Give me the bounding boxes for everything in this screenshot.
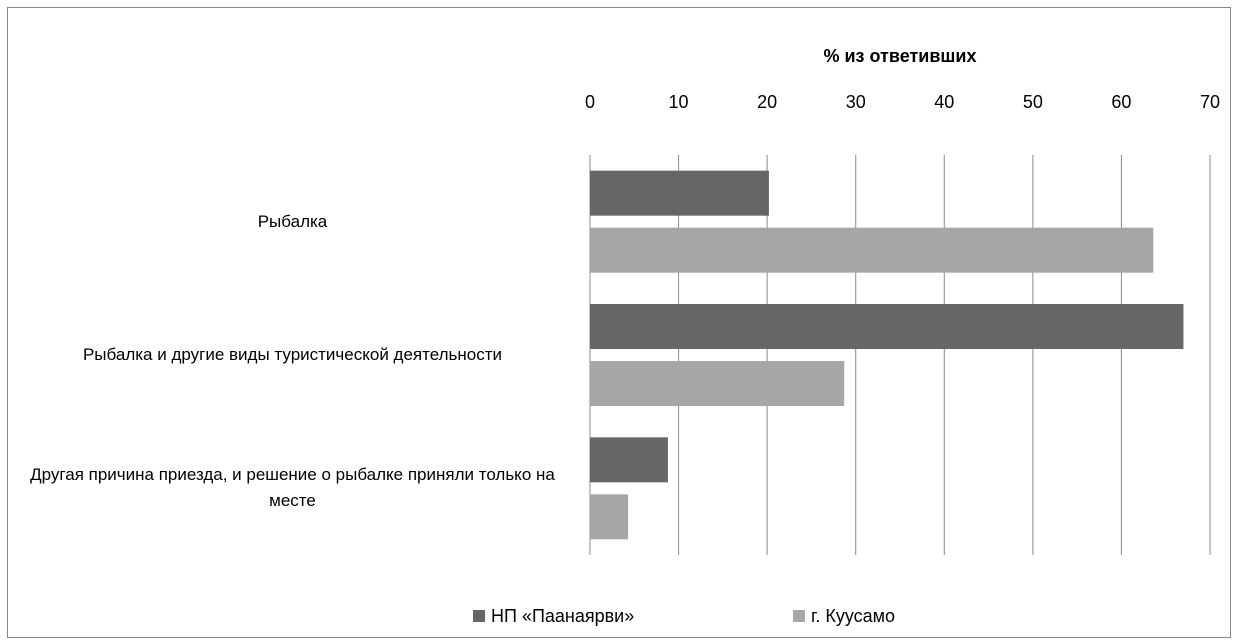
chart-border — [7, 7, 1231, 638]
bar — [590, 361, 845, 406]
x-tick-label: 20 — [757, 92, 777, 112]
legend-swatch — [793, 610, 805, 622]
legend-label: г. Куусамо — [811, 606, 895, 626]
bar — [590, 227, 1154, 273]
bar — [590, 170, 769, 216]
x-tick-label: 0 — [585, 92, 595, 112]
bar — [590, 437, 668, 483]
category-label: Другая причина приезда, и решение о рыба… — [30, 465, 555, 511]
x-tick-label: 40 — [934, 92, 954, 112]
x-tick-label: 30 — [846, 92, 866, 112]
bar — [590, 494, 629, 540]
x-tick-label: 60 — [1111, 92, 1131, 112]
legend-swatch — [473, 610, 485, 622]
bar — [590, 304, 1184, 349]
x-tick-label: 70 — [1200, 92, 1220, 112]
axis-title: % из ответивших — [823, 46, 976, 66]
x-tick-label: 50 — [1023, 92, 1043, 112]
x-tick-label: 10 — [669, 92, 689, 112]
category-label: Рыбалка — [257, 211, 328, 231]
category-label: Рыбалка и другие виды туристической деят… — [82, 345, 503, 364]
legend-label: НП «Паанаярви» — [491, 606, 634, 626]
